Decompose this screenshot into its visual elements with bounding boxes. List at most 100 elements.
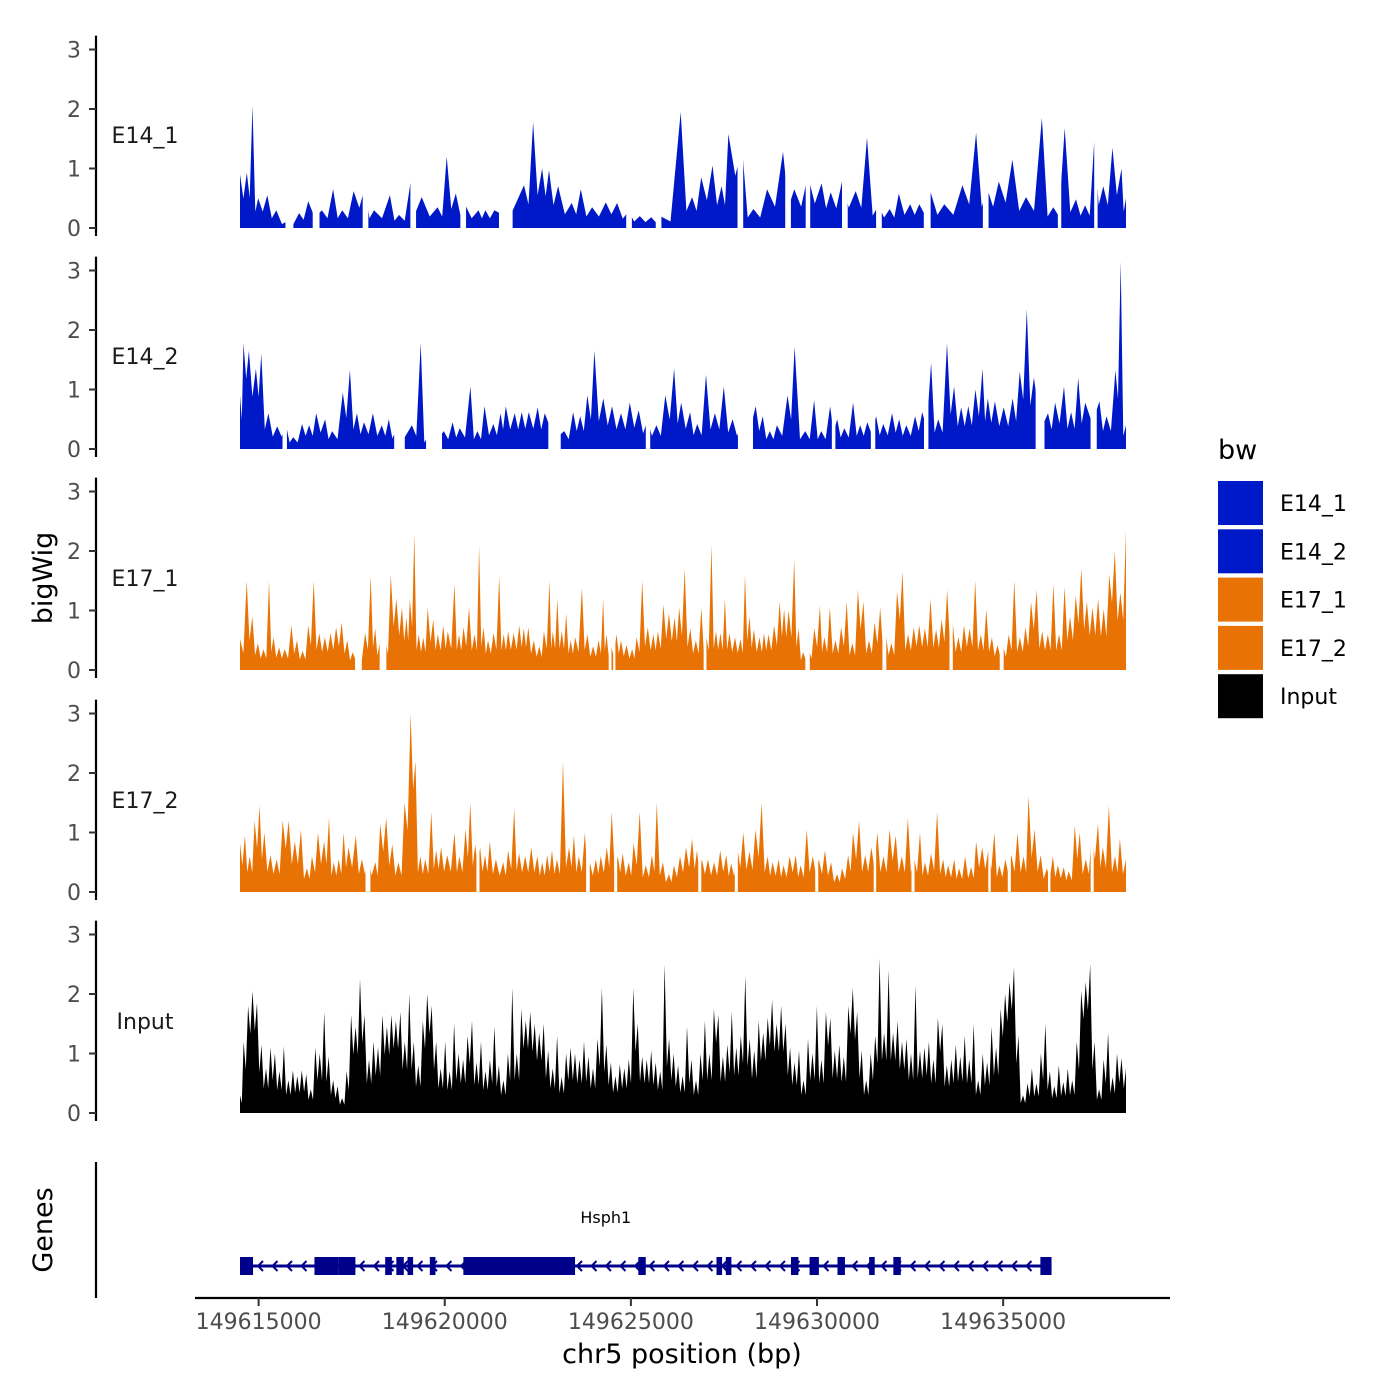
coverage-gap-E14_1-7 [655, 37, 662, 229]
coverage-gap-E14_1-14 [982, 37, 989, 229]
gene-strand-arrow [880, 1260, 888, 1272]
coverage-gap-E14_1-8 [737, 37, 744, 229]
coverage-gap-E14_1-11 [842, 37, 848, 229]
y-tick-label-Input-0: 0 [67, 1102, 81, 1127]
gene-strand-arrow [764, 1260, 772, 1272]
coverage-gap-E17_2-12 [1090, 701, 1094, 893]
coverage-gap-E14_2-10 [1090, 258, 1097, 450]
gene-strand-arrow [416, 1260, 424, 1272]
y-tick-label-Input-1: 1 [67, 1043, 81, 1068]
gene-exon-5 [407, 1257, 414, 1275]
y-tick-label-E17_1-2: 2 [67, 540, 81, 565]
track-E14_1: 0 1 2 3 E14_1 [67, 35, 1126, 242]
gene-exon-4 [396, 1257, 404, 1275]
gene-strand-arrow [1025, 1260, 1033, 1272]
coverage-gap-E17_1-2 [608, 479, 612, 671]
y-tick-label-E14_2-0: 0 [67, 438, 81, 463]
gene-strand-arrow [445, 1260, 453, 1272]
gene-strand-arrow [372, 1260, 380, 1272]
track-Input: 0 1 2 3 Input [67, 920, 1126, 1127]
track-label-Input: Input [117, 1010, 174, 1035]
gene-exon-9 [716, 1257, 723, 1275]
y-tick-label-E14_2-2: 2 [67, 319, 81, 344]
coverage-gap-E17_2-2 [586, 701, 590, 893]
coverage-area-Input [240, 958, 1126, 1113]
gene-exon-14 [869, 1257, 875, 1275]
gene-strand-arrow [909, 1260, 917, 1272]
gene-exon-7 [463, 1257, 576, 1275]
gene-exon-13 [837, 1257, 845, 1275]
gene-strand-arrow [619, 1260, 627, 1272]
gene-strand-arrow [749, 1260, 757, 1272]
y-tick-label-E17_2-3: 3 [67, 703, 81, 728]
legend-label-E17_1: E17_1 [1280, 589, 1347, 614]
gene-strand-arrow [300, 1260, 308, 1272]
legend-swatch-E17_2 [1218, 625, 1263, 670]
gene-exon-3 [385, 1257, 392, 1275]
gene-strand-arrow [952, 1260, 960, 1272]
gene-exon-16 [1040, 1257, 1052, 1275]
coverage-gap-E14_1-1 [312, 37, 320, 229]
gene-strand-arrow [677, 1260, 685, 1272]
coverage-gap-E14_1-6 [626, 37, 632, 229]
gene-strand-arrow [604, 1260, 612, 1272]
coverage-area-E17_1 [240, 530, 1126, 670]
gene-strand-arrow [691, 1260, 699, 1272]
legend-label-E14_1: E14_1 [1280, 492, 1347, 517]
gene-strand-arrow [706, 1260, 714, 1272]
coverage-gap-E17_2-4 [698, 701, 702, 893]
y-tick-label-Input-3: 3 [67, 924, 81, 949]
x-axis-title: chr5 position (bp) [562, 1339, 802, 1370]
y-tick-label-E14_1-1: 1 [67, 158, 81, 183]
track-label-E17_1: E17_1 [112, 567, 179, 592]
tracks-layer: 0 1 2 3 E14_1 0 1 2 3 E14_2 0 1 2 3 E17_1 0 1 2 3 E17_2 0 1 2 3… [67, 35, 1126, 1127]
gene-panel: Genes Hsph1 [28, 1162, 1052, 1298]
gene-exon-8 [638, 1257, 646, 1275]
x-tick-label-149620000: 149620000 [382, 1310, 508, 1335]
gene-strand-arrow [996, 1260, 1004, 1272]
coverage-gap-E17_2-11 [1048, 701, 1051, 893]
track-E17_2: 0 1 2 3 E17_2 [67, 699, 1126, 906]
gene-exon-6 [429, 1257, 436, 1275]
x-tick-label-149615000: 149615000 [196, 1310, 322, 1335]
coverage-gap-E14_1-2 [362, 37, 369, 229]
gene-strand-arrow [285, 1260, 293, 1272]
legend-label-E17_2: E17_2 [1280, 637, 1347, 662]
gene-exon-2 [338, 1257, 356, 1275]
coverage-gap-E14_2-0 [282, 258, 287, 450]
coverage-gap-E14_1-9 [785, 37, 791, 229]
gene-exon-12 [809, 1257, 819, 1275]
gene-strand-arrow [981, 1260, 989, 1272]
coverage-gap-E17_1-4 [703, 479, 707, 671]
coverage-gap-E14_2-6 [831, 258, 836, 450]
coverage-gap-E14_1-15 [1057, 37, 1062, 229]
x-axis: chr5 position (bp) 149615000 149620000 149… [195, 1296, 1170, 1370]
gene-strand-arrow [590, 1260, 598, 1272]
gene-strand-arrow [662, 1260, 670, 1272]
legend-swatch-Input [1218, 674, 1263, 719]
gene-name-label: Hsph1 [580, 1208, 631, 1227]
coverage-gap-E17_1-1 [379, 479, 387, 671]
track-E14_2: 0 1 2 3 E14_2 [67, 256, 1126, 463]
gene-exon-1 [314, 1257, 339, 1275]
gene-strand-arrow [256, 1260, 264, 1272]
coverage-gap-E14_2-7 [870, 258, 876, 450]
track-label-E14_2: E14_2 [112, 345, 179, 370]
coverage-gap-E14_1-16 [1094, 37, 1098, 229]
gene-strand-arrow [1010, 1260, 1018, 1272]
x-tick-label-149625000: 149625000 [568, 1310, 694, 1335]
coverage-gap-E17_2-8 [911, 701, 915, 893]
coverage-gap-E17_1-3 [613, 479, 616, 671]
y-tick-label-E14_1-2: 2 [67, 98, 81, 123]
coverage-gap-E17_2-7 [873, 701, 877, 893]
gene-exon-10 [725, 1257, 732, 1275]
coverage-gap-E14_2-8 [923, 258, 929, 450]
coverage-gap-E14_1-13 [923, 37, 931, 229]
coverage-gap-E14_1-4 [460, 37, 467, 229]
coverage-gap-E14_1-0 [285, 37, 294, 229]
gene-panel-label: Genes [28, 1187, 59, 1272]
x-tick-label-149630000: 149630000 [754, 1310, 880, 1335]
coverage-gap-E17_2-9 [988, 701, 991, 893]
y-tick-label-E17_1-0: 0 [67, 659, 81, 684]
gene-strand-arrow [938, 1260, 946, 1272]
